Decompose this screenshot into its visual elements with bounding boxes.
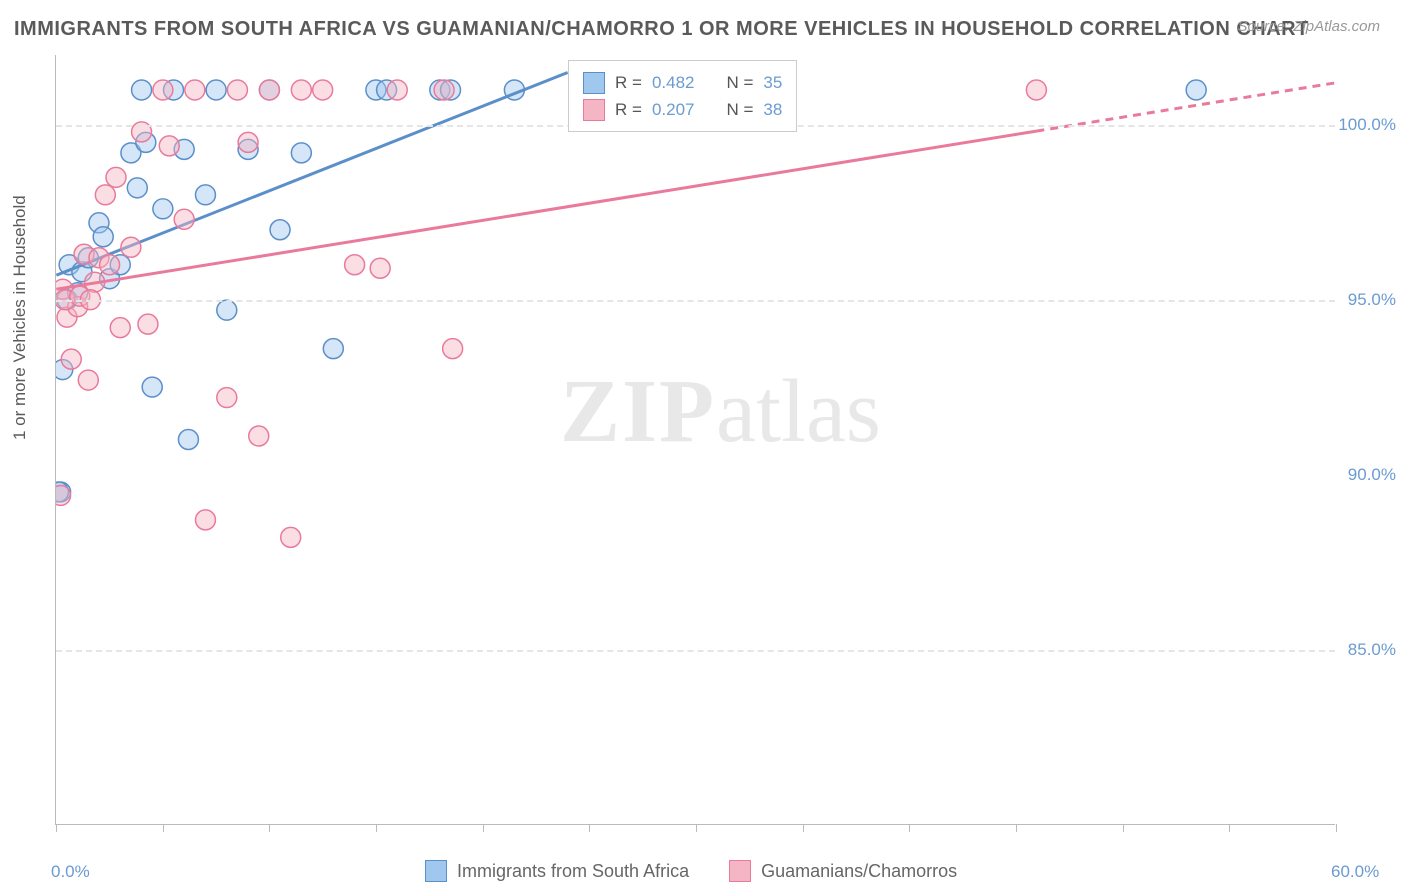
x-tick (909, 824, 910, 832)
plot-area (55, 55, 1335, 825)
scatter-point (238, 132, 258, 152)
scatter-point (206, 80, 226, 100)
x-tick (1123, 824, 1124, 832)
scatter-point (227, 80, 247, 100)
n-value: 38 (763, 96, 782, 123)
scatter-point (93, 227, 113, 247)
legend-swatch (583, 99, 605, 121)
scatter-point (270, 220, 290, 240)
scatter-point (142, 377, 162, 397)
scatter-point (313, 80, 333, 100)
r-label: R = (615, 69, 642, 96)
legend-swatch (729, 860, 751, 882)
r-label: R = (615, 96, 642, 123)
scatter-point (217, 388, 237, 408)
source-attribution: Source: ZipAtlas.com (1237, 18, 1380, 35)
scatter-point (195, 185, 215, 205)
r-value: 0.482 (652, 69, 695, 96)
series-legend: Immigrants from South Africa Guamanians/C… (425, 860, 957, 882)
scatter-point (345, 255, 365, 275)
scatter-point (95, 185, 115, 205)
scatter-point (178, 430, 198, 450)
x-tick (56, 824, 57, 832)
y-tick-label: 85.0% (1348, 640, 1396, 660)
scatter-point (434, 80, 454, 100)
scatter-point (174, 209, 194, 229)
scatter-point (370, 258, 390, 278)
correlation-legend: R = 0.482 N = 35 R = 0.207 N = 38 (568, 60, 797, 132)
scatter-point (138, 314, 158, 334)
scatter-point (259, 80, 279, 100)
x-tick (376, 824, 377, 832)
scatter-point (153, 199, 173, 219)
y-tick-label: 95.0% (1348, 290, 1396, 310)
trend-line (56, 131, 1036, 289)
scatter-point (1186, 80, 1206, 100)
scatter-point (281, 527, 301, 547)
scatter-point (291, 80, 311, 100)
x-tick (589, 824, 590, 832)
r-value: 0.207 (652, 96, 695, 123)
scatter-point (132, 80, 152, 100)
y-tick-label: 100.0% (1338, 115, 1396, 135)
correlation-row: R = 0.482 N = 35 (583, 69, 782, 96)
scatter-point (443, 339, 463, 359)
legend-swatch (583, 72, 605, 94)
scatter-point (121, 237, 141, 257)
scatter-point (100, 255, 120, 275)
scatter-point (291, 143, 311, 163)
legend-item: Immigrants from South Africa (425, 860, 689, 882)
x-tick-label: 60.0% (1331, 862, 1379, 882)
n-value: 35 (763, 69, 782, 96)
scatter-point (217, 300, 237, 320)
x-tick (803, 824, 804, 832)
y-axis-label: 1 or more Vehicles in Household (10, 195, 30, 440)
legend-item: Guamanians/Chamorros (729, 860, 957, 882)
scatter-point (185, 80, 205, 100)
x-tick (163, 824, 164, 832)
x-tick (1336, 824, 1337, 832)
x-tick (269, 824, 270, 832)
scatter-point (78, 370, 98, 390)
x-tick (483, 824, 484, 832)
x-tick (1016, 824, 1017, 832)
y-tick-label: 90.0% (1348, 465, 1396, 485)
x-tick-label: 0.0% (51, 862, 90, 882)
gridline (56, 650, 1335, 652)
scatter-point (323, 339, 343, 359)
legend-swatch (425, 860, 447, 882)
scatter-point (110, 318, 130, 338)
scatter-point (106, 167, 126, 187)
x-tick (1229, 824, 1230, 832)
scatter-point (159, 136, 179, 156)
x-tick (696, 824, 697, 832)
legend-label: Guamanians/Chamorros (761, 861, 957, 882)
scatter-point (127, 178, 147, 198)
scatter-point (195, 510, 215, 530)
legend-label: Immigrants from South Africa (457, 861, 689, 882)
chart-svg (56, 55, 1335, 824)
scatter-point (56, 485, 71, 505)
n-label: N = (726, 69, 753, 96)
scatter-point (387, 80, 407, 100)
scatter-point (249, 426, 269, 446)
gridline (56, 300, 1335, 302)
scatter-point (153, 80, 173, 100)
scatter-point (1026, 80, 1046, 100)
chart-title: IMMIGRANTS FROM SOUTH AFRICA VS GUAMANIA… (14, 18, 1309, 41)
correlation-row: R = 0.207 N = 38 (583, 96, 782, 123)
n-label: N = (726, 96, 753, 123)
scatter-point (61, 349, 81, 369)
